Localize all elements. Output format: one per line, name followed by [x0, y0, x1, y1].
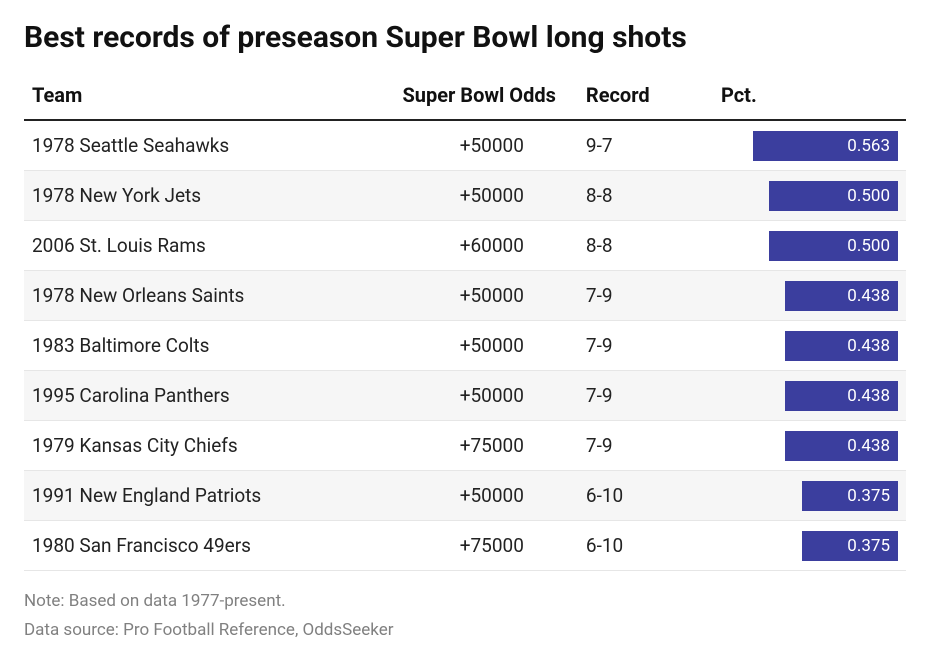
pct-bar: 0.438: [785, 381, 898, 411]
pct-bar-wrap: 0.438: [721, 381, 898, 411]
cell-team: 1978 New Orleans Saints: [24, 271, 355, 321]
table-row: 2006 St. Louis Rams+600008-8 0.500: [24, 221, 906, 271]
pct-bar: 0.500: [769, 231, 898, 261]
table-row: 1979 Kansas City Chiefs+750007-9 0.438: [24, 421, 906, 471]
pct-bar-wrap: 0.500: [721, 181, 898, 211]
cell-pct: 0.438: [713, 421, 906, 471]
pct-bar-wrap: 0.563: [721, 131, 898, 161]
cell-record: 6-10: [564, 471, 713, 521]
table-body: 1978 Seattle Seahawks+500009-70.5631978 …: [24, 120, 906, 571]
cell-odds: +50000: [355, 120, 564, 171]
table-row: 1978 Seattle Seahawks+500009-7 0.563: [24, 120, 906, 171]
table-row: 1991 New England Patriots+500006-10 0.375: [24, 471, 906, 521]
pct-bar: 0.563: [753, 131, 898, 161]
cell-odds: +75000: [355, 521, 564, 571]
cell-odds: +50000: [355, 321, 564, 371]
cell-odds: +50000: [355, 471, 564, 521]
pct-bar: 0.375: [802, 531, 898, 561]
col-header-team: Team: [24, 73, 355, 120]
cell-record: 8-8: [564, 171, 713, 221]
cell-record: 8-8: [564, 221, 713, 271]
table-row: 1995 Carolina Panthers+500007-9 0.438: [24, 371, 906, 421]
pct-bar: 0.438: [785, 331, 898, 361]
cell-pct: 0.375: [713, 521, 906, 571]
cell-record: 9-7: [564, 120, 713, 171]
pct-bar-wrap: 0.500: [721, 231, 898, 261]
cell-record: 7-9: [564, 271, 713, 321]
pct-bar-wrap: 0.375: [721, 531, 898, 561]
cell-odds: +50000: [355, 371, 564, 421]
cell-team: 1980 San Francisco 49ers: [24, 521, 355, 571]
col-header-record: Record: [564, 73, 713, 120]
cell-record: 6-10: [564, 521, 713, 571]
col-header-pct: Pct.: [713, 73, 906, 120]
pct-bar: 0.500: [769, 181, 898, 211]
cell-pct: 0.375: [713, 471, 906, 521]
table-row: 1980 San Francisco 49ers+750006-10 0.375: [24, 521, 906, 571]
pct-bar: 0.375: [802, 481, 898, 511]
pct-bar: 0.438: [785, 281, 898, 311]
table-row: 1978 New Orleans Saints+500007-9 0.438: [24, 271, 906, 321]
pct-bar-wrap: 0.438: [721, 431, 898, 461]
col-header-odds: Super Bowl Odds: [355, 73, 564, 120]
cell-team: 1978 New York Jets: [24, 171, 355, 221]
cell-record: 7-9: [564, 421, 713, 471]
cell-odds: +50000: [355, 271, 564, 321]
cell-pct: 0.500: [713, 221, 906, 271]
footnote-note: Note: Based on data 1977-present.: [24, 587, 906, 616]
pct-bar-wrap: 0.375: [721, 481, 898, 511]
chart-container: Best records of preseason Super Bowl lon…: [0, 0, 930, 663]
pct-bar: 0.438: [785, 431, 898, 461]
table-header-row: Team Super Bowl Odds Record Pct.: [24, 73, 906, 120]
cell-team: 1995 Carolina Panthers: [24, 371, 355, 421]
footnote-source: Data source: Pro Football Reference, Odd…: [24, 616, 906, 645]
chart-footnotes: Note: Based on data 1977-present. Data s…: [24, 587, 906, 645]
cell-record: 7-9: [564, 321, 713, 371]
pct-bar-wrap: 0.438: [721, 281, 898, 311]
cell-team: 1978 Seattle Seahawks: [24, 120, 355, 171]
chart-title: Best records of preseason Super Bowl lon…: [24, 20, 906, 55]
cell-pct: 0.563: [713, 120, 906, 171]
cell-odds: +75000: [355, 421, 564, 471]
data-table: Team Super Bowl Odds Record Pct. 1978 Se…: [24, 73, 906, 571]
cell-odds: +50000: [355, 171, 564, 221]
cell-pct: 0.438: [713, 321, 906, 371]
table-row: 1983 Baltimore Colts+500007-9 0.438: [24, 321, 906, 371]
cell-pct: 0.500: [713, 171, 906, 221]
cell-team: 2006 St. Louis Rams: [24, 221, 355, 271]
cell-pct: 0.438: [713, 271, 906, 321]
cell-team: 1983 Baltimore Colts: [24, 321, 355, 371]
cell-team: 1991 New England Patriots: [24, 471, 355, 521]
pct-bar-wrap: 0.438: [721, 331, 898, 361]
table-row: 1978 New York Jets+500008-8 0.500: [24, 171, 906, 221]
cell-odds: +60000: [355, 221, 564, 271]
cell-record: 7-9: [564, 371, 713, 421]
cell-pct: 0.438: [713, 371, 906, 421]
cell-team: 1979 Kansas City Chiefs: [24, 421, 355, 471]
